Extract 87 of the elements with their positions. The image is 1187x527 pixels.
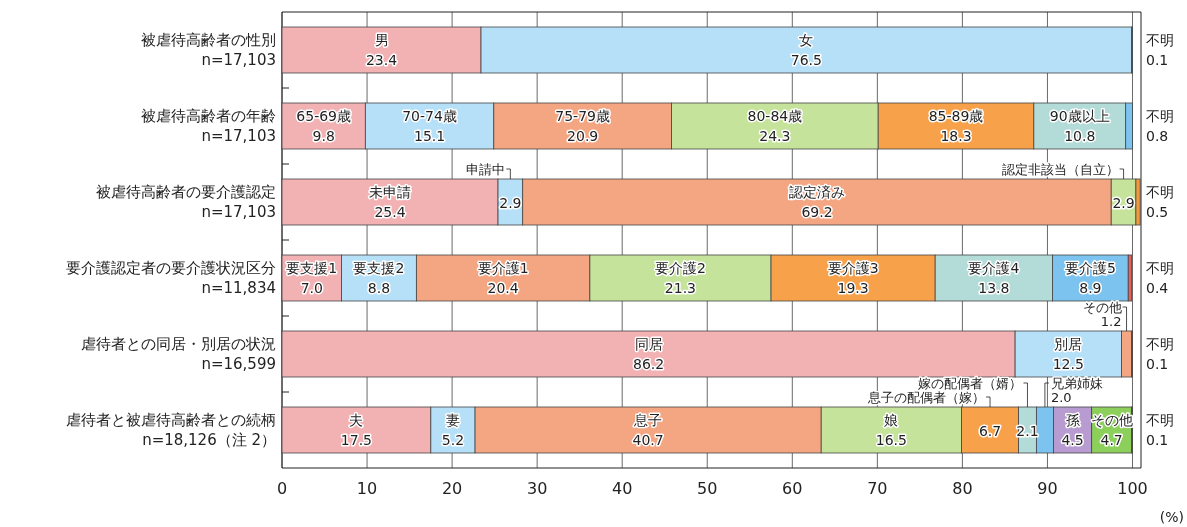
data-label: 19.3 (837, 280, 869, 296)
data-label: 25.4 (374, 204, 406, 220)
data-label: 17.5 (340, 432, 372, 448)
series-label: 別居 (1054, 336, 1083, 352)
series-label: 不明 (1146, 336, 1174, 352)
x-tick-label: 70 (867, 479, 888, 498)
series-label: 要介護4 (968, 260, 1020, 276)
data-label: 21.3 (664, 280, 697, 296)
data-label: 2.9 (1112, 195, 1135, 211)
x-tick-label: 80 (952, 479, 973, 498)
series-label: 娘 (884, 412, 899, 428)
data-label: 12.5 (1052, 356, 1084, 372)
series-label: 未申請 (369, 184, 412, 200)
data-label: 0.1 (1146, 52, 1169, 68)
x-tick-label: 30 (526, 479, 548, 498)
series-label: 要介護1 (477, 260, 529, 276)
x-tick-label: 10 (356, 479, 378, 498)
data-label: 2.0 (1050, 390, 1072, 405)
series-label: 申請中 (466, 162, 506, 177)
data-label: 40.7 (632, 432, 664, 448)
y-tick-label: 被虐待高齢者の年齢 n=17,103 (141, 107, 276, 145)
data-label: 69.2 (801, 204, 833, 220)
data-label: 1.2 (1100, 314, 1122, 329)
series-label: 同居 (634, 336, 663, 352)
series-label: 孫 (1065, 412, 1080, 428)
series-label: 不明 (1146, 108, 1174, 124)
series-label: 90歳以上 (1049, 108, 1110, 124)
data-label: 23.4 (365, 52, 398, 68)
series-label: 要介護3 (827, 260, 879, 276)
data-label: 8.8 (367, 280, 391, 296)
series-label: 不明 (1146, 184, 1174, 200)
y-tick-label: 虐待者との同居・別居の状況 n=16,599 (81, 335, 276, 373)
y-tick-label: 被虐待高齢者の要介護認定 n=17,103 (96, 183, 276, 221)
series-label: 65-69歳 (296, 108, 352, 124)
data-label: 24.3 (759, 128, 791, 144)
series-label: 要支援2 (353, 260, 405, 276)
y-tick-label: 被虐待高齢者の性別 n=17,103 (141, 31, 276, 69)
x-tick-label: 20 (441, 479, 463, 498)
x-tick-label: 0 (276, 479, 288, 498)
series-label: 要介護2 (655, 260, 706, 276)
series-label: 認定済み (788, 184, 845, 200)
x-tick-label: 40 (612, 479, 633, 498)
data-label: 16.5 (875, 432, 907, 448)
data-label: 0.1 (1146, 432, 1169, 448)
data-label: 9.8 (312, 128, 335, 144)
data-label: 2.9 (499, 195, 522, 211)
data-label: 4.7 (1100, 432, 1123, 448)
data-label: 5.2 (441, 432, 465, 448)
data-label: 4.5 (1061, 432, 1084, 448)
data-label: 20.4 (487, 280, 519, 296)
x-axis-title: (%) (1159, 509, 1184, 525)
series-label: 要介護5 (1064, 260, 1116, 276)
x-tick-label: 60 (782, 479, 803, 498)
y-tick-label: 虐待者と被虐待高齢者との続柄 n=18,126（注 2） (66, 411, 276, 449)
series-label: 85-89歳 (928, 108, 984, 124)
x-tick-label: 90 (1037, 479, 1058, 498)
data-label: 13.8 (978, 280, 1010, 296)
series-label: 80-84歳 (747, 108, 803, 124)
y-tick-label: 要介護認定者の要介護状況区分 n=11,834 (66, 259, 276, 297)
data-label: 15.1 (413, 128, 446, 144)
data-label: 86.2 (632, 356, 665, 372)
series-label: その他 (1082, 300, 1122, 315)
data-label: 6.7 (978, 423, 1002, 439)
series-label: 75-79歳 (555, 108, 610, 124)
data-label: 0.8 (1146, 128, 1169, 144)
series-label: 不明 (1146, 32, 1174, 48)
series-label: 兄弟姉妹 (1050, 376, 1103, 391)
series-label: 妻 (445, 412, 460, 428)
data-label: 10.8 (1064, 128, 1096, 144)
data-label: 76.5 (790, 52, 822, 68)
data-label: 7.0 (300, 280, 323, 296)
data-label: 8.9 (1079, 280, 1102, 296)
series-label: 70-74歳 (402, 108, 457, 124)
series-label: 女 (799, 32, 814, 48)
data-label: 0.4 (1146, 280, 1169, 296)
series-label: 不明 (1146, 412, 1174, 428)
series-label: 要支援1 (286, 260, 338, 276)
data-label: 20.9 (567, 128, 599, 144)
series-label: 男 (374, 32, 389, 48)
series-label: 夫 (349, 412, 364, 428)
x-tick-label: 50 (697, 479, 718, 498)
series-label: 息子 (633, 412, 663, 428)
data-label: 0.5 (1146, 204, 1169, 220)
data-label: 18.3 (940, 128, 972, 144)
data-label: 0.1 (1146, 356, 1169, 372)
series-label: 不明 (1146, 260, 1174, 276)
x-tick-label: 100 (1117, 479, 1148, 498)
